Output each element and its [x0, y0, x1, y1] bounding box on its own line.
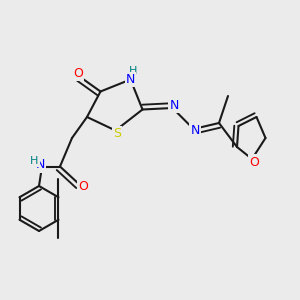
- Text: N: N: [36, 158, 45, 172]
- Text: N: N: [169, 99, 179, 112]
- Text: H: H: [129, 66, 138, 76]
- Text: S: S: [113, 127, 121, 140]
- Text: N: N: [126, 73, 135, 86]
- Text: H: H: [30, 155, 39, 166]
- Text: O: O: [250, 155, 259, 169]
- Text: N: N: [190, 124, 200, 137]
- Text: O: O: [78, 179, 88, 193]
- Text: O: O: [73, 67, 83, 80]
